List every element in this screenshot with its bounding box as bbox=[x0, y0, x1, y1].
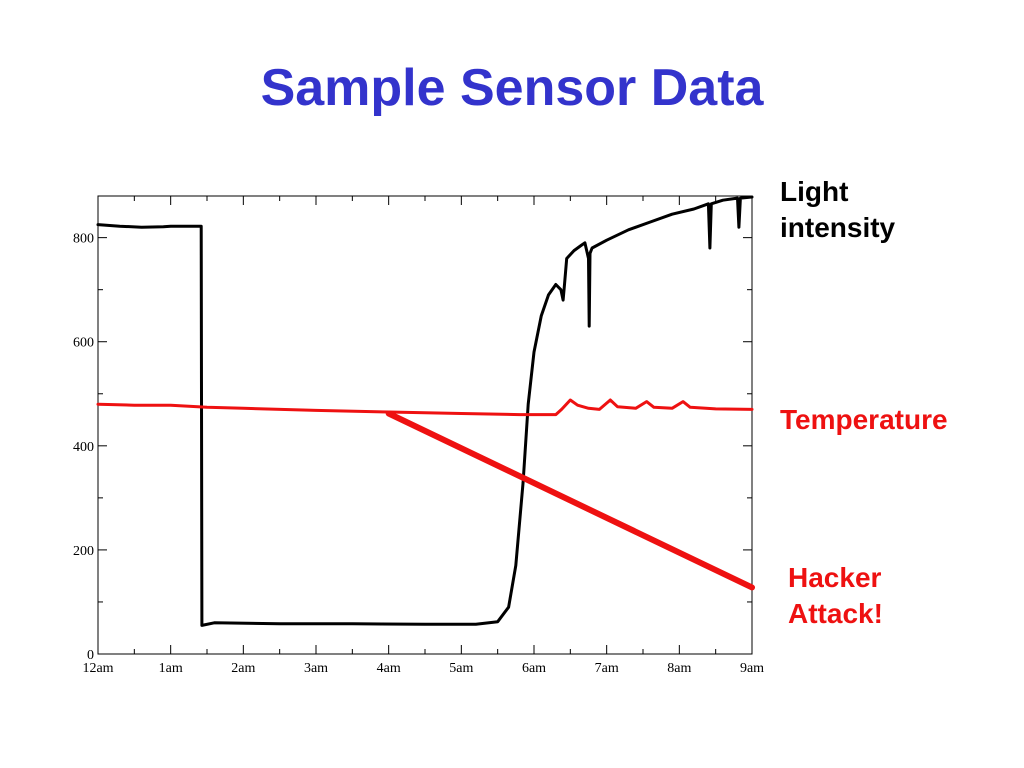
legend-label-light-line2: intensity bbox=[780, 212, 896, 243]
legend-label-light-intensity: Light intensity bbox=[780, 174, 980, 246]
x-tick-label: 8am bbox=[667, 661, 691, 676]
x-tick-label: 9am bbox=[740, 661, 764, 676]
x-tick-label: 3am bbox=[304, 661, 328, 676]
axis-ticks: 12am 1am 2am 3am 4am 5am 6am 7am 8am 9am 0 200 400 60… bbox=[73, 196, 764, 676]
y-tick-label: 600 bbox=[73, 336, 94, 351]
y-tick-label: 400 bbox=[73, 440, 94, 455]
x-tick-label: 2am bbox=[231, 661, 255, 676]
legend-label-hacker-attack: Hacker Attack! bbox=[788, 560, 988, 632]
x-tick-label: 7am bbox=[595, 661, 619, 676]
legend-label-temperature: Temperature bbox=[780, 404, 948, 435]
x-tick-label: 1am bbox=[159, 661, 183, 676]
x-tick-label: 5am bbox=[449, 661, 473, 676]
x-tick-label: 12am bbox=[82, 661, 113, 676]
y-tick-label: 800 bbox=[73, 232, 94, 247]
plot-frame bbox=[97, 195, 753, 655]
series-line-temperature bbox=[96, 398, 754, 417]
series-line-hacker-attack bbox=[385, 410, 755, 591]
series-lines bbox=[96, 195, 755, 627]
y-tick-label: 0 bbox=[87, 648, 94, 663]
x-tick-label: 6am bbox=[522, 661, 546, 676]
y-tick-label: 200 bbox=[73, 544, 94, 559]
plot-border bbox=[97, 195, 753, 655]
legend-label-hacker-line1: Hacker bbox=[788, 562, 882, 593]
page-title: Sample Sensor Data bbox=[260, 59, 764, 117]
legend-label-hacker-line2: Attack! bbox=[788, 598, 883, 629]
x-tick-label: 4am bbox=[377, 661, 401, 676]
series-line-light-intensity bbox=[96, 195, 754, 627]
legend-label-light-line1: Light bbox=[780, 176, 849, 207]
